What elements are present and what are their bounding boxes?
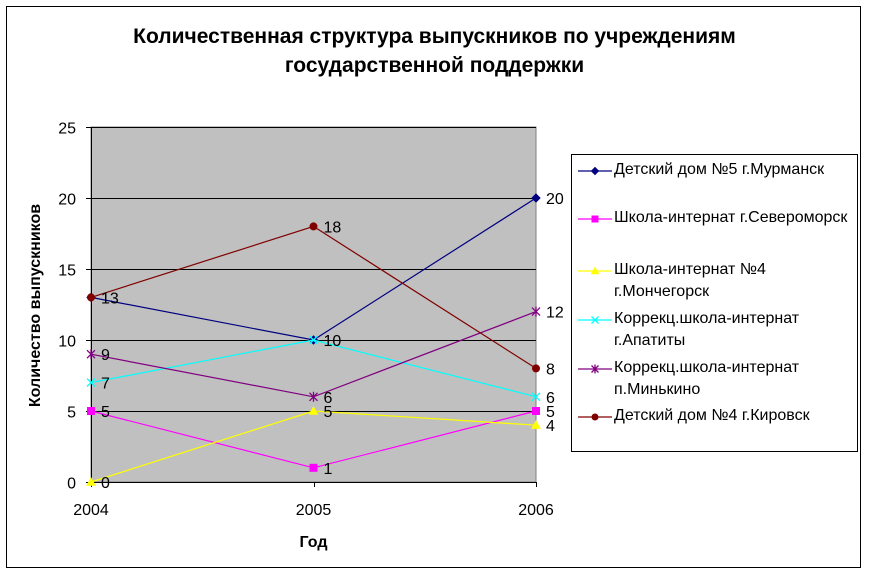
legend-swatch (578, 166, 612, 176)
x-tick-label: 2004 (73, 502, 109, 519)
legend-label: Детский дом №5 г.Мурманск (614, 161, 825, 178)
y-tick-label: 25 (58, 121, 76, 138)
legend-swatch-marker (591, 364, 599, 374)
data-label: 10 (324, 333, 342, 350)
data-point (308, 405, 319, 415)
data-label: 9 (101, 347, 110, 364)
data-label: 5 (324, 404, 333, 421)
data-point (309, 222, 318, 231)
y-axis-title: Количество выпускников (27, 204, 44, 407)
data-point (532, 364, 540, 373)
data-label: 5 (101, 404, 110, 421)
data-point (86, 378, 96, 388)
data-point (86, 476, 96, 486)
data-label: 5 (546, 404, 555, 421)
data-point (309, 391, 318, 402)
data-label: 13 (101, 290, 119, 307)
data-point (531, 306, 541, 317)
data-label: 6 (546, 390, 555, 407)
data-label: 20 (546, 191, 564, 208)
legend-swatch (578, 413, 612, 421)
data-point (309, 463, 318, 472)
legend-swatch-marker (591, 316, 599, 324)
series-5 (86, 306, 541, 402)
legend-swatch (578, 316, 612, 324)
chart-legend: Детский дом №5 г.Мурманск Школа-интернат … (571, 154, 858, 452)
y-tick-label: 0 (67, 476, 76, 493)
data-label: 8 (546, 361, 555, 378)
data-point (531, 420, 541, 429)
data-label: 12 (546, 305, 564, 322)
data-label: 7 (101, 376, 110, 393)
data-point (309, 335, 318, 345)
data-point (531, 392, 541, 402)
legend-item: Детский дом №4 г.Кировск (572, 405, 857, 449)
legend-swatch (578, 364, 612, 374)
data-point (87, 407, 95, 415)
chart-title: Количественная структура выпускников по … (0, 22, 869, 80)
legend-item: Коррекц.школа-интернат п.Минькино (572, 357, 857, 401)
series-3 (86, 405, 541, 486)
x-axis-title: Год (300, 534, 328, 551)
data-point (86, 349, 96, 360)
legend-item: Школа-интернат №4 г.Мончегорск (572, 259, 857, 303)
legend-label: Детский дом №4 г.Кировск (614, 407, 810, 424)
y-tick-label: 10 (58, 334, 76, 351)
series-2 (87, 407, 540, 472)
x-tick-label: 2006 (518, 502, 554, 519)
data-label: 4 (546, 418, 555, 435)
y-tick-label: 15 (58, 263, 76, 280)
chart-title-line-1: Количественная структура выпускников по … (133, 25, 736, 48)
data-label: 6 (324, 390, 333, 407)
data-label: 0 (101, 475, 110, 492)
legend-label: Коррекц.школа-интернат г.Апатиты (614, 310, 800, 349)
legend-swatch-marker (590, 166, 600, 176)
legend-swatch-marker (591, 215, 599, 223)
data-point (531, 193, 541, 203)
y-tick-label: 20 (58, 192, 76, 209)
x-tick-label: 2005 (296, 502, 332, 519)
legend-swatch (578, 266, 612, 275)
legend-item: Школа-интернат г.Североморск (572, 207, 857, 251)
legend-item: Коррекц.школа-интернат г.Апатиты (572, 308, 857, 352)
series-6 (87, 222, 540, 373)
data-label: 18 (324, 219, 342, 236)
legend-swatch-marker (591, 413, 599, 421)
plot-area (90, 126, 537, 483)
legend-label: Коррекц.школа-интернат п.Минькино (614, 359, 800, 398)
legend-swatch-marker (590, 266, 600, 275)
data-point (532, 407, 540, 415)
data-point (87, 293, 95, 302)
legend-item: Детский дом №5 г.Мурманск (572, 159, 857, 203)
data-label: 1 (324, 461, 333, 478)
chart-title-line-2: государственной поддержки (284, 54, 585, 77)
legend-swatch (578, 215, 612, 223)
y-tick-label: 5 (67, 405, 76, 422)
legend-label: Школа-интернат г.Североморск (614, 209, 848, 226)
legend-label: Школа-интернат №4 г.Мончегорск (614, 261, 766, 300)
